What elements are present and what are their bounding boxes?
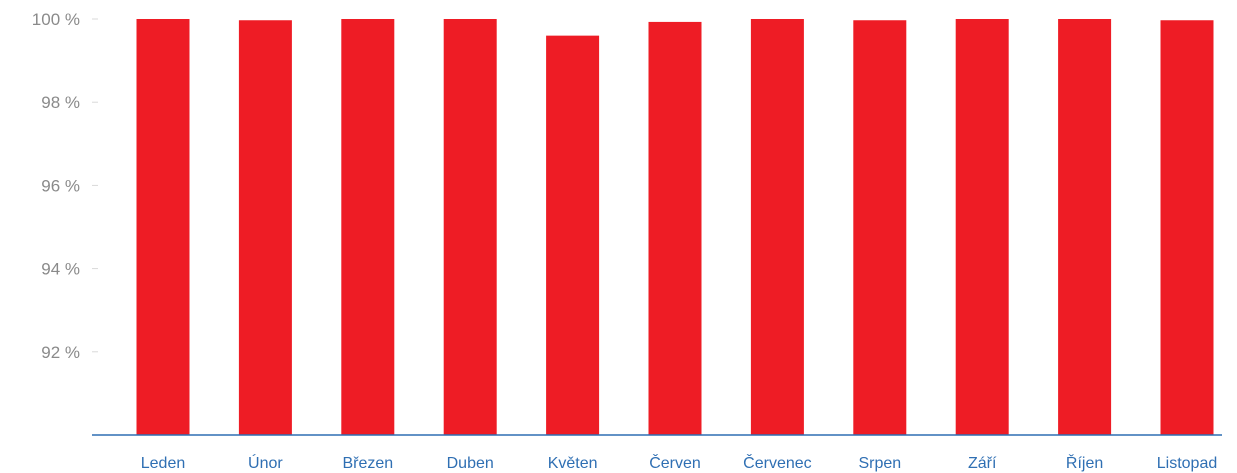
x-category-label: Červen xyxy=(649,453,701,472)
x-category-label: Leden xyxy=(141,455,186,472)
x-category-label: Srpen xyxy=(858,455,901,472)
y-tick-label: 96 % xyxy=(41,176,80,195)
x-category-label: Červenec xyxy=(743,453,811,472)
y-axis-ticks: 92 % 94 % 96 % 98 % 100 % xyxy=(32,10,98,362)
bar xyxy=(341,19,395,435)
bar xyxy=(1160,20,1214,436)
x-category-label: Září xyxy=(968,455,997,472)
x-axis-labels: Leden Únor Březen Duben Květen Červen Červenec… xyxy=(141,453,1218,472)
x-category-label: Listopad xyxy=(1157,455,1218,472)
y-tick-label: 100 % xyxy=(32,10,80,29)
x-category-label: Únor xyxy=(248,453,283,472)
bar xyxy=(750,19,804,435)
bar xyxy=(955,19,1009,435)
bar xyxy=(238,20,292,436)
bar xyxy=(136,19,190,435)
y-tick-label: 92 % xyxy=(41,343,80,362)
x-category-label: Březen xyxy=(342,455,393,472)
y-tick-label: 94 % xyxy=(41,260,80,279)
y-tick-label: 98 % xyxy=(41,93,80,112)
bar xyxy=(853,20,907,436)
bar xyxy=(1058,19,1112,435)
bar xyxy=(648,21,702,436)
bars xyxy=(136,19,1214,436)
x-category-label: Květen xyxy=(548,455,598,472)
bar xyxy=(443,19,497,435)
x-category-label: Duben xyxy=(447,455,494,472)
bar xyxy=(546,35,600,435)
x-category-label: Říjen xyxy=(1066,453,1103,472)
